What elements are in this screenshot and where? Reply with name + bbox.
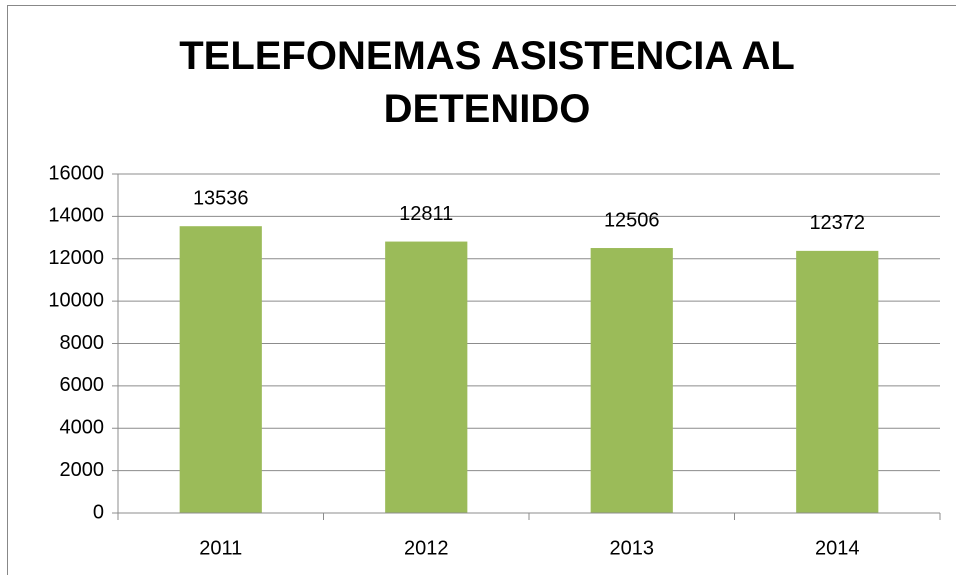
y-tick-label: 8000: [60, 332, 105, 354]
x-tick-label: 2013: [610, 537, 655, 559]
bar: [796, 250, 879, 513]
y-tick-label: 14000: [48, 205, 104, 227]
y-tick-label: 12000: [48, 247, 104, 269]
y-tick-label: 10000: [48, 289, 104, 311]
data-label: 12811: [399, 203, 453, 225]
data-label: 12372: [809, 212, 865, 234]
y-tick-label: 4000: [60, 417, 105, 439]
bar: [385, 241, 468, 513]
bar: [179, 226, 262, 513]
chart-frame: [7, 5, 956, 575]
data-label: 13536: [193, 187, 249, 209]
x-tick-label: 2014: [815, 537, 860, 559]
chart-title: TELEFONEMAS ASISTENCIA AL DETENIDO: [179, 34, 795, 131]
data-label: 12506: [604, 209, 660, 231]
y-tick-label: 6000: [60, 374, 105, 396]
y-tick-label: 2000: [60, 459, 105, 481]
x-tick-label: 2012: [404, 537, 449, 559]
y-tick-label: 0: [93, 501, 104, 523]
bar: [590, 248, 673, 514]
y-tick-label: 16000: [48, 162, 104, 184]
x-tick-label: 2011: [199, 537, 242, 559]
